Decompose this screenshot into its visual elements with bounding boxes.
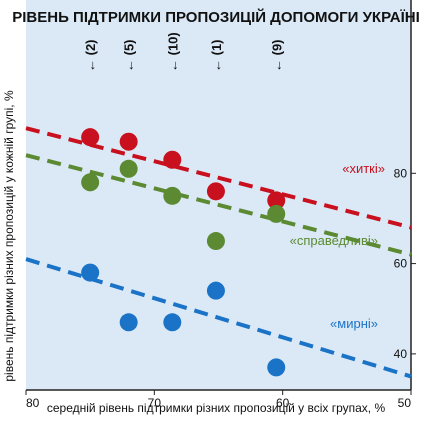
y-tick-label: 80 — [394, 166, 408, 180]
arrow-label: ← (2) — [83, 40, 98, 73]
data-point — [267, 358, 286, 377]
data-point — [206, 281, 225, 300]
x-tick-label: 60 — [276, 396, 290, 410]
data-point — [81, 128, 100, 147]
arrow-label: ← (9) — [269, 40, 284, 73]
series-label: «мирні» — [330, 316, 378, 331]
data-point — [163, 150, 182, 169]
chart-title: РІВЕНЬ ПІДТРИМКИ ПРОПОЗИЦІЙ ДОПОМОГИ УКР… — [12, 8, 420, 26]
data-point — [206, 232, 225, 251]
arrow-label: ← (5) — [122, 40, 137, 73]
data-point — [119, 313, 138, 332]
x-tick-label: 80 — [26, 396, 40, 410]
y-tick-label: 40 — [394, 347, 408, 361]
data-point — [163, 313, 182, 332]
x-tick-label: 50 — [398, 396, 412, 410]
data-point — [119, 159, 138, 178]
data-point — [267, 191, 286, 210]
data-point — [163, 186, 182, 205]
y-tick-label: 60 — [394, 257, 408, 271]
data-point — [119, 132, 138, 151]
series-label: «хиткі» — [342, 161, 385, 176]
data-point — [267, 204, 286, 223]
y-axis-label: рівень підтримки різних пропозицій у кож… — [2, 90, 16, 382]
trend-line — [25, 153, 412, 257]
x-axis-label: середній рівень підтримки різних пропози… — [47, 401, 386, 415]
arrow-label: ← (1) — [209, 40, 224, 73]
data-point — [206, 182, 225, 201]
x-tick-label: 70 — [148, 396, 162, 410]
data-point — [81, 263, 100, 282]
arrow-label: ← (10) — [165, 32, 180, 72]
data-point — [81, 173, 100, 192]
series-label: «справедливі» — [290, 233, 378, 248]
